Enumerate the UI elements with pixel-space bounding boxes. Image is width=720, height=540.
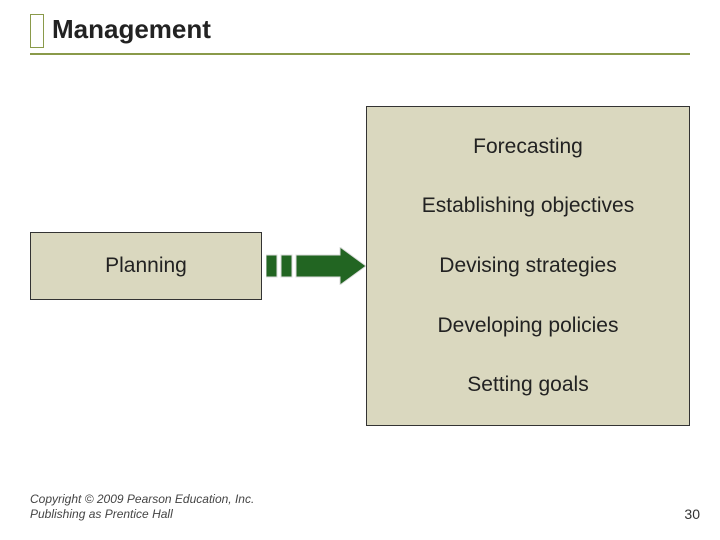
activity-item: Setting goals <box>375 373 681 397</box>
activity-item: Devising strategies <box>375 254 681 278</box>
title-underline <box>30 53 690 55</box>
planning-label: Planning <box>105 254 187 278</box>
slide-title: Management <box>52 14 211 45</box>
planning-box: Planning <box>30 232 262 300</box>
activity-item: Forecasting <box>375 135 681 159</box>
copyright-line1: Copyright © 2009 Pearson Education, Inc. <box>30 492 254 507</box>
activity-item: Developing policies <box>375 314 681 338</box>
arrow-icon <box>266 247 366 285</box>
copyright-footer: Copyright © 2009 Pearson Education, Inc.… <box>30 492 254 522</box>
page-number: 30 <box>684 506 700 522</box>
activities-box: Forecasting Establishing objectives Devi… <box>366 106 690 426</box>
copyright-line2: Publishing as Prentice Hall <box>30 507 254 522</box>
title-accent-box <box>30 14 44 48</box>
activity-item: Establishing objectives <box>375 194 681 218</box>
